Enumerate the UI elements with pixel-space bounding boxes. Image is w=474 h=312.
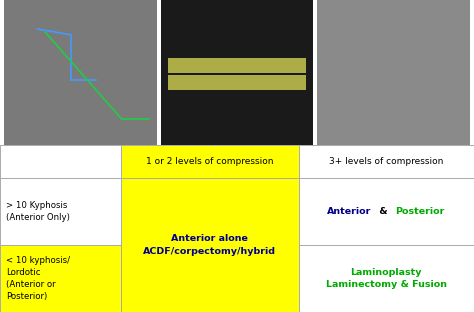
Text: 3+ levels of compression: 3+ levels of compression	[329, 157, 444, 166]
Bar	[168, 58, 306, 73]
Bar	[0, 145, 121, 178]
Bar	[299, 178, 474, 245]
Bar	[121, 178, 299, 312]
Bar	[161, 0, 313, 145]
Bar	[0, 178, 121, 245]
Bar	[0, 245, 121, 312]
Bar	[168, 76, 306, 90]
Bar	[4, 0, 157, 145]
Text: 1 or 2 levels of compression: 1 or 2 levels of compression	[146, 157, 273, 166]
Text: &: &	[376, 207, 391, 216]
Text: Laminoplasty
Laminectomy & Fusion: Laminoplasty Laminectomy & Fusion	[326, 268, 447, 289]
Text: Anterior: Anterior	[327, 207, 372, 216]
Bar	[299, 245, 474, 312]
Text: Anterior alone
ACDF/corpectomy/hybrid: Anterior alone ACDF/corpectomy/hybrid	[143, 235, 276, 256]
Text: Posterior: Posterior	[395, 207, 444, 216]
Text: < 10 kyphosis/
Lordotic
(Anterior or
Posterior): < 10 kyphosis/ Lordotic (Anterior or Pos…	[6, 256, 70, 301]
Bar	[317, 0, 470, 145]
Text: > 10 Kyphosis
(Anterior Only): > 10 Kyphosis (Anterior Only)	[6, 202, 70, 222]
Bar	[121, 145, 299, 178]
Bar	[299, 145, 474, 178]
